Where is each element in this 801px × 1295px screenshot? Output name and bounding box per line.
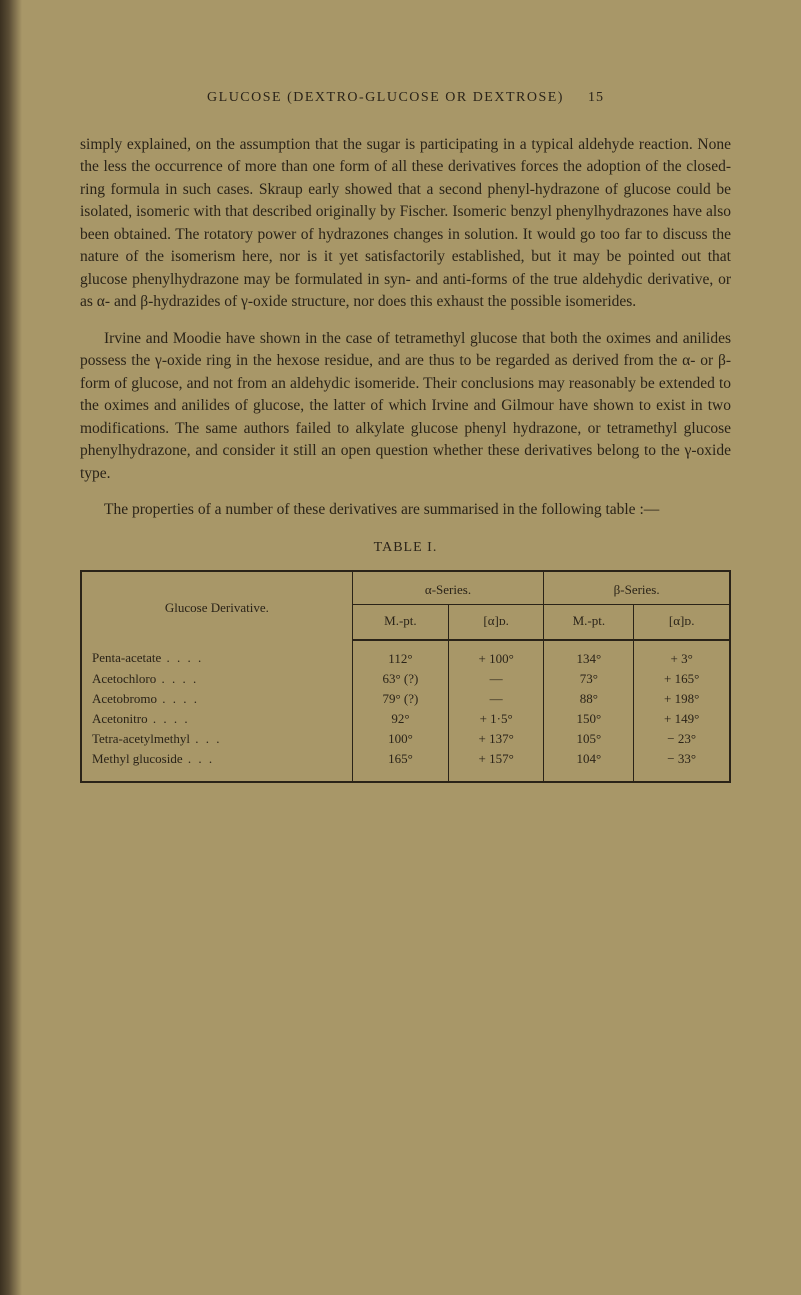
cell-beta-d: + 3° bbox=[634, 640, 730, 669]
cell-alpha-d: — bbox=[449, 669, 544, 689]
cell-alpha-mpt: 63° (?) bbox=[352, 669, 448, 689]
table-body: Penta-acetate . . . . 112° + 100° 134° +… bbox=[81, 640, 730, 782]
col-header-derivative: Glucose Derivative. bbox=[81, 571, 352, 640]
paragraph-1: simply explained, on the assumption that… bbox=[80, 134, 731, 314]
cell-name: Acetobromo . . . . bbox=[81, 689, 352, 709]
cell-beta-d: + 149° bbox=[634, 709, 730, 729]
cell-beta-mpt: 150° bbox=[544, 709, 634, 729]
cell-beta-mpt: 104° bbox=[544, 749, 634, 782]
cell-name: Acetochloro . . . . bbox=[81, 669, 352, 689]
cell-name: Tetra-acetylmethyl . . . bbox=[81, 729, 352, 749]
data-table: Glucose Derivative. α-Series. β-Series. … bbox=[80, 570, 731, 783]
cell-alpha-d: + 137° bbox=[449, 729, 544, 749]
col-header-beta-series: β-Series. bbox=[544, 571, 730, 605]
col-header-alpha-series: α-Series. bbox=[352, 571, 543, 605]
cell-alpha-d: + 100° bbox=[449, 640, 544, 669]
cell-name: Penta-acetate . . . . bbox=[81, 640, 352, 669]
cell-beta-mpt: 134° bbox=[544, 640, 634, 669]
cell-alpha-d: — bbox=[449, 689, 544, 709]
cell-alpha-d: + 1·5° bbox=[449, 709, 544, 729]
page-content: GLUCOSE (DEXTRO-GLUCOSE OR DEXTROSE) 15 … bbox=[80, 90, 731, 783]
col-header-alpha-d: [α]ᴅ. bbox=[449, 604, 544, 640]
table-row: Acetochloro . . . . 63° (?) — 73° + 165° bbox=[81, 669, 730, 689]
table-row: Acetobromo . . . . 79° (?) — 88° + 198° bbox=[81, 689, 730, 709]
cell-name: Methyl glucoside . . . bbox=[81, 749, 352, 782]
table-label: TABLE I. bbox=[80, 540, 731, 556]
col-header-beta-d: [α]ᴅ. bbox=[634, 604, 730, 640]
col-header-beta-mpt: M.-pt. bbox=[544, 604, 634, 640]
paragraph-2: Irvine and Moodie have shown in the case… bbox=[80, 328, 731, 485]
cell-alpha-mpt: 79° (?) bbox=[352, 689, 448, 709]
cell-name: Acetonitro . . . . bbox=[81, 709, 352, 729]
cell-beta-d: + 198° bbox=[634, 689, 730, 709]
cell-beta-mpt: 88° bbox=[544, 689, 634, 709]
table-row: Tetra-acetylmethyl . . . 100° + 137° 105… bbox=[81, 729, 730, 749]
cell-alpha-d: + 157° bbox=[449, 749, 544, 782]
table-header-row-1: Glucose Derivative. α-Series. β-Series. bbox=[81, 571, 730, 605]
cell-beta-d: − 33° bbox=[634, 749, 730, 782]
table-row: Acetonitro . . . . 92° + 1·5° 150° + 149… bbox=[81, 709, 730, 729]
page-number: 15 bbox=[588, 90, 604, 106]
table-row: Penta-acetate . . . . 112° + 100° 134° +… bbox=[81, 640, 730, 669]
cell-beta-d: + 165° bbox=[634, 669, 730, 689]
header-title: GLUCOSE (DEXTRO-GLUCOSE OR DEXTROSE) bbox=[207, 90, 564, 106]
cell-alpha-mpt: 92° bbox=[352, 709, 448, 729]
paragraph-3: The properties of a number of these deri… bbox=[80, 499, 731, 521]
cell-alpha-mpt: 112° bbox=[352, 640, 448, 669]
cell-beta-d: − 23° bbox=[634, 729, 730, 749]
cell-beta-mpt: 105° bbox=[544, 729, 634, 749]
cell-beta-mpt: 73° bbox=[544, 669, 634, 689]
page-header: GLUCOSE (DEXTRO-GLUCOSE OR DEXTROSE) 15 bbox=[80, 90, 731, 106]
cell-alpha-mpt: 100° bbox=[352, 729, 448, 749]
col-header-alpha-mpt: M.-pt. bbox=[352, 604, 448, 640]
cell-alpha-mpt: 165° bbox=[352, 749, 448, 782]
table-row: Methyl glucoside . . . 165° + 157° 104° … bbox=[81, 749, 730, 782]
